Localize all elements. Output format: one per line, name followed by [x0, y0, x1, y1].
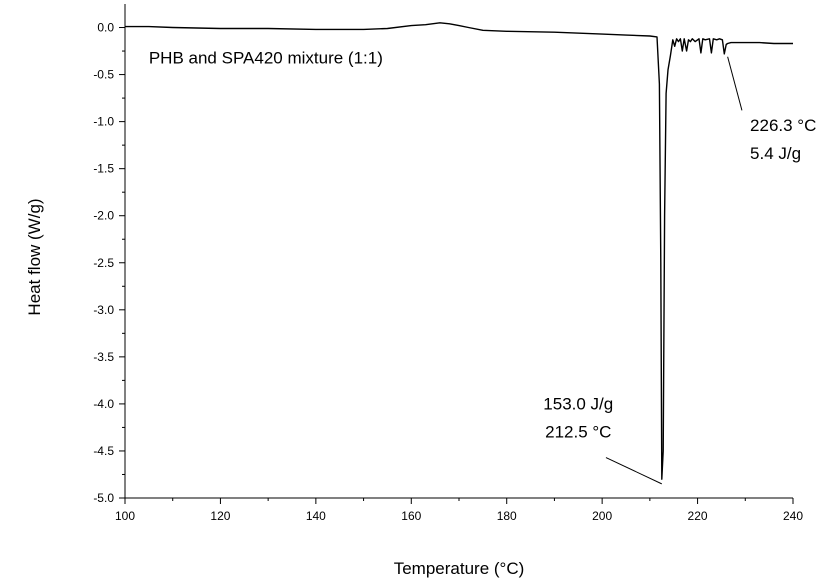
x-tick-label: 240: [783, 509, 803, 523]
y-tick-label: -4.5: [93, 444, 114, 458]
annotation: 153.0 J/g 212.5 °C: [543, 395, 662, 485]
x-tick-label: 180: [497, 509, 517, 523]
x-tick-label: 160: [401, 509, 421, 523]
y-axis-title: Heat flow (W/g): [25, 198, 44, 315]
y-tick-label: -1.5: [93, 162, 114, 176]
annotation-leader: [605, 457, 662, 485]
series-line: [125, 22, 793, 480]
annotation-leader: [727, 56, 743, 111]
y-tick-label: -2.5: [93, 256, 114, 270]
x-tick-label: 100: [115, 509, 135, 523]
x-tick-label: 140: [306, 509, 326, 523]
y-tick-label: -1.0: [93, 115, 114, 129]
annotation: 226.3 °C 5.4 J/g: [727, 56, 816, 163]
annotations: PHB and SPA420 mixture (1:1) 226.3 °C 5.4 …: [149, 48, 816, 485]
y-tick-label: -0.5: [93, 68, 114, 82]
axes: [124, 4, 793, 499]
y-tick-label: -2.0: [93, 209, 114, 223]
y-tick-label: -4.0: [93, 397, 114, 411]
annotation-text: 212.5 °C: [545, 423, 611, 442]
annotation-text: 5.4 J/g: [750, 144, 801, 163]
y-tick-label: -3.0: [93, 303, 114, 317]
annotation-text: 153.0 J/g: [543, 395, 613, 414]
series: [125, 22, 793, 480]
y-tick-label: 0.0: [97, 21, 114, 35]
x-axis-title: Temperature (°C): [394, 559, 525, 578]
y-tick-label: -5.0: [93, 491, 114, 505]
annotation-text: PHB and SPA420 mixture (1:1): [149, 48, 383, 67]
annotation: PHB and SPA420 mixture (1:1): [149, 48, 383, 67]
x-tick-label: 120: [210, 509, 230, 523]
annotation-text: 226.3 °C: [750, 116, 816, 135]
y-tick-label: -3.5: [93, 350, 114, 364]
ticks: 100 120 140 160 180 200 220 240 0.0 -0.5 -1.0 -1.5 -…: [93, 21, 803, 523]
x-tick-label: 200: [592, 509, 612, 523]
x-tick-label: 220: [688, 509, 708, 523]
